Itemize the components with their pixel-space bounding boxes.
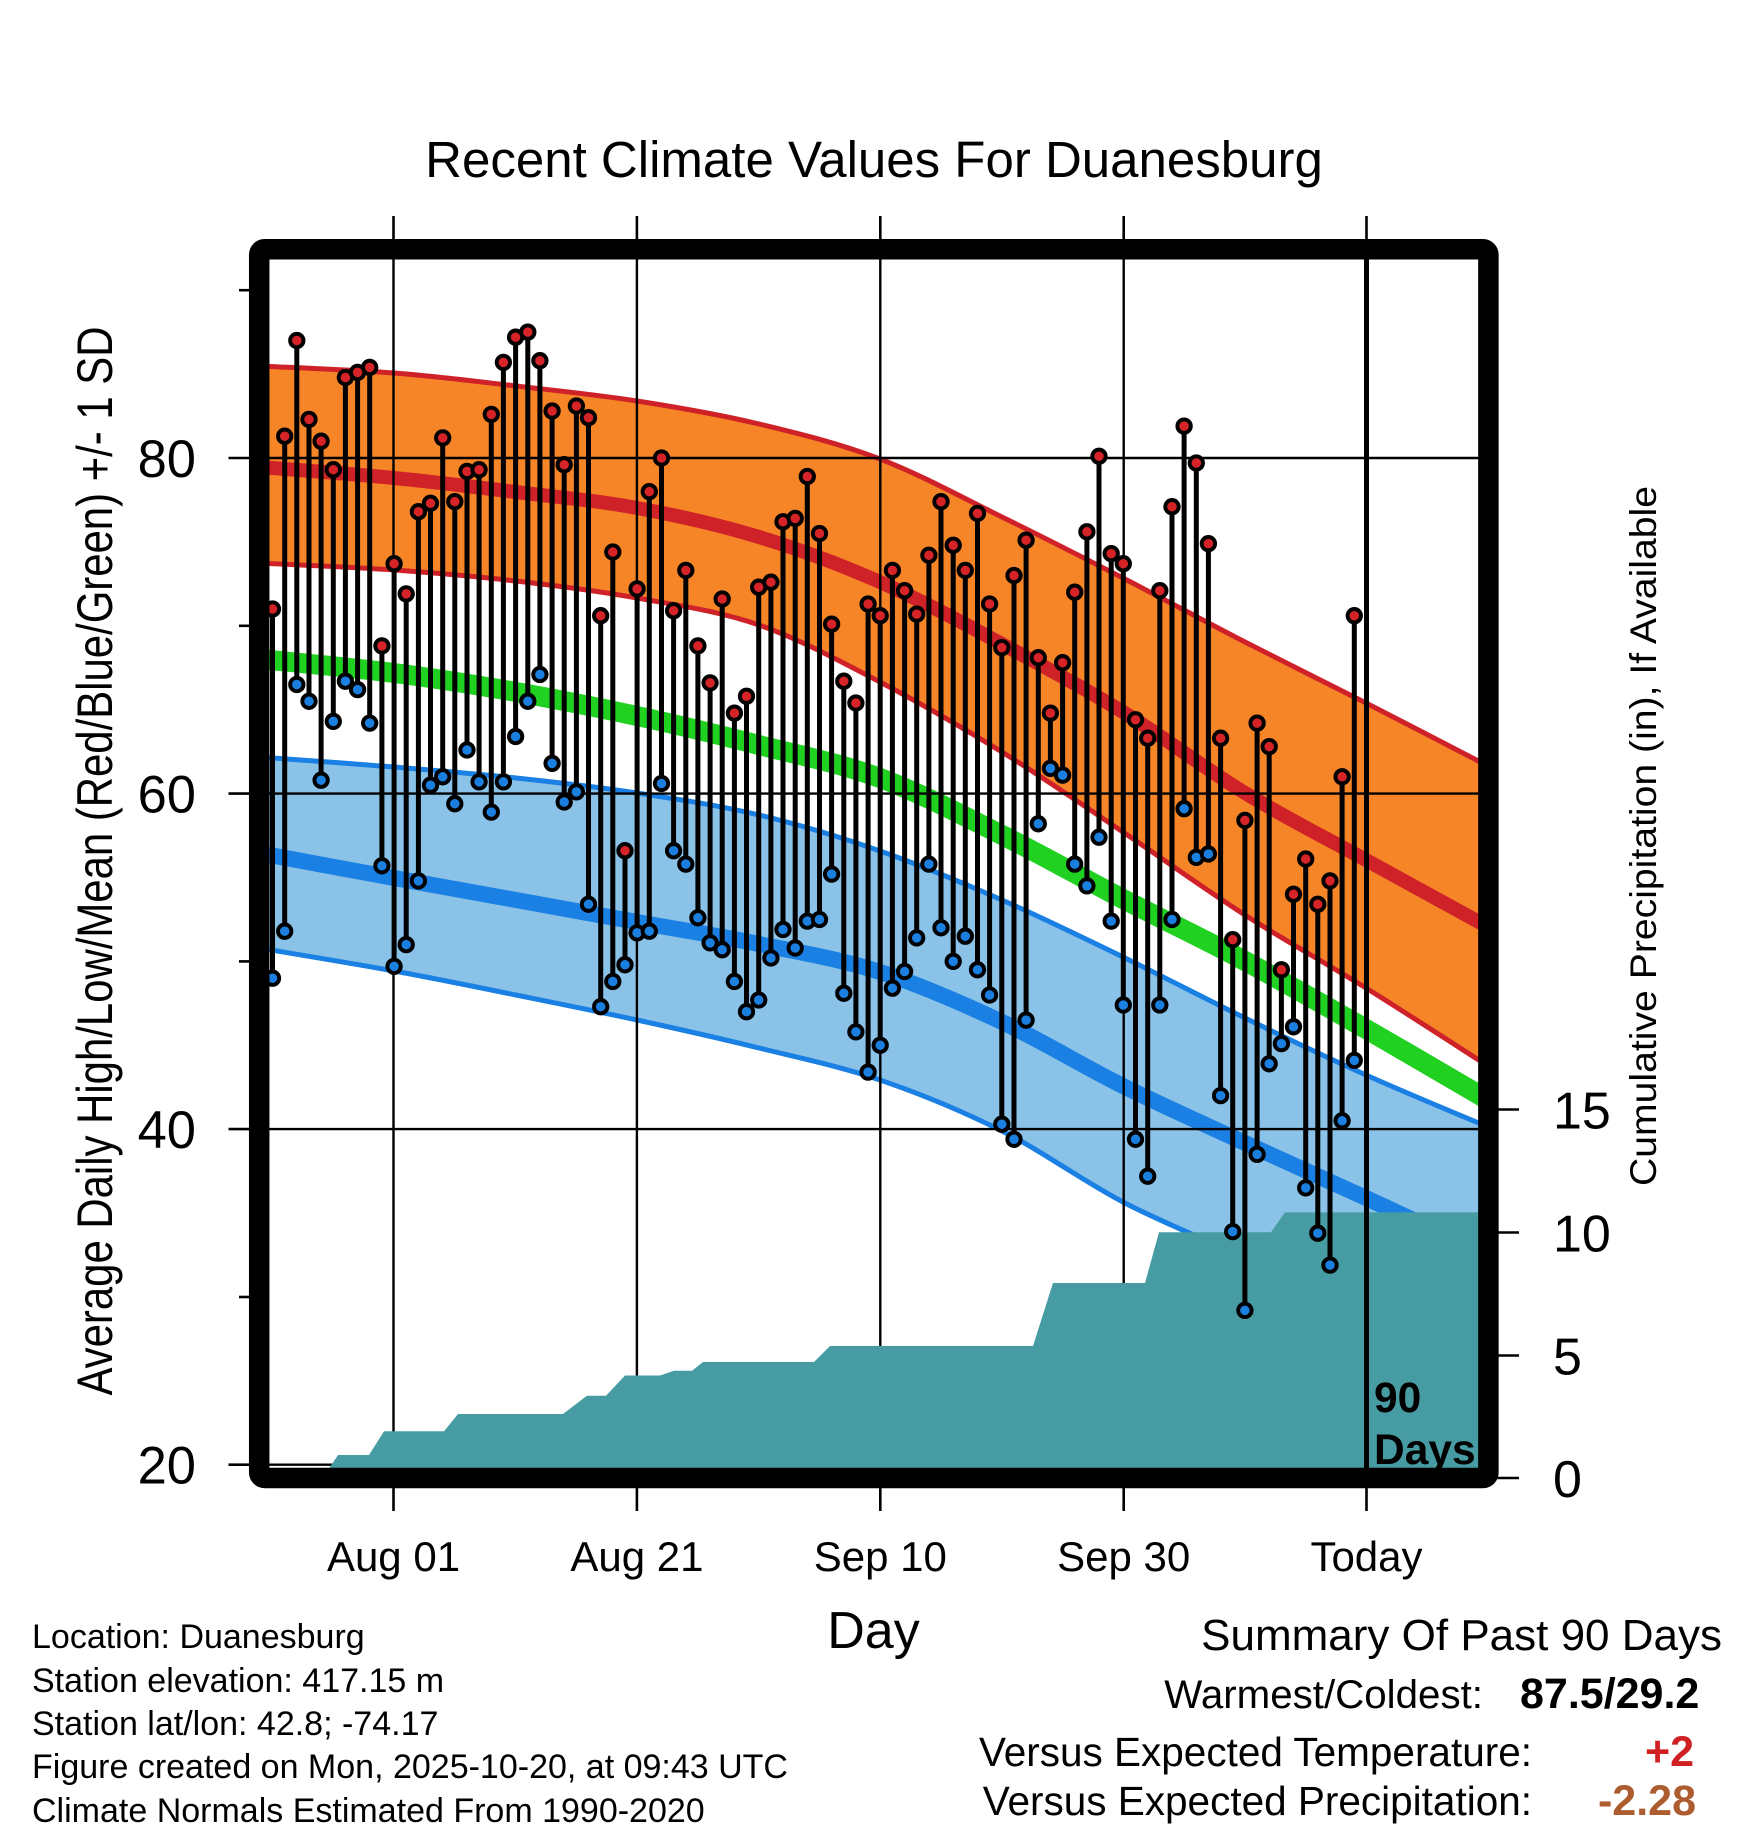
svg-text:-2.28: -2.28 <box>1598 1777 1696 1825</box>
svg-text:80: 80 <box>138 430 196 489</box>
svg-text:Figure created on Mon, 2025-10: Figure created on Mon, 2025-10-20, at 09… <box>32 1748 788 1786</box>
svg-text:Versus Expected Precipitation:: Versus Expected Precipitation: <box>983 1778 1532 1824</box>
svg-text:20: 20 <box>138 1437 196 1496</box>
svg-text:90: 90 <box>1374 1375 1421 1422</box>
svg-text:Versus Expected Temperature:: Versus Expected Temperature: <box>979 1729 1532 1775</box>
svg-text:0: 0 <box>1553 1451 1582 1509</box>
svg-text:5: 5 <box>1553 1329 1582 1387</box>
svg-text:Location: Duanesburg: Location: Duanesburg <box>32 1618 365 1656</box>
svg-text:60: 60 <box>138 766 196 825</box>
svg-text:Days: Days <box>1374 1427 1476 1474</box>
svg-text:Climate Normals Estimated From: Climate Normals Estimated From 1990-2020 <box>32 1792 705 1828</box>
svg-text:Warmest/Coldest:: Warmest/Coldest: <box>1164 1672 1483 1717</box>
svg-text:Day: Day <box>827 1602 919 1660</box>
svg-text:Average Daily High/Low/Mean (R: Average Daily High/Low/Mean (Red/Blue/Gr… <box>66 327 123 1396</box>
svg-text:Aug 01: Aug 01 <box>327 1533 460 1580</box>
svg-text:Today: Today <box>1310 1533 1422 1580</box>
svg-text:Station lat/lon: 42.8; -74.17: Station lat/lon: 42.8; -74.17 <box>32 1705 438 1743</box>
svg-text:Recent Climate Values For Duan: Recent Climate Values For Duanesburg <box>425 131 1323 188</box>
svg-text:+2: +2 <box>1645 1728 1694 1776</box>
svg-text:87.5/29.2: 87.5/29.2 <box>1520 1670 1699 1718</box>
svg-text:10: 10 <box>1553 1206 1611 1264</box>
svg-text:Sep 30: Sep 30 <box>1057 1533 1190 1580</box>
svg-text:Station elevation: 417.15 m: Station elevation: 417.15 m <box>32 1662 444 1700</box>
svg-text:Sep 10: Sep 10 <box>814 1533 947 1580</box>
svg-text:40: 40 <box>138 1101 196 1160</box>
svg-text:15: 15 <box>1553 1083 1611 1141</box>
svg-text:Aug 21: Aug 21 <box>570 1533 703 1580</box>
svg-text:Summary Of Past 90 Days: Summary Of Past 90 Days <box>1201 1611 1722 1660</box>
svg-text:Cumulative Precipitation (in),: Cumulative Precipitation (in), If Availa… <box>1623 486 1664 1186</box>
